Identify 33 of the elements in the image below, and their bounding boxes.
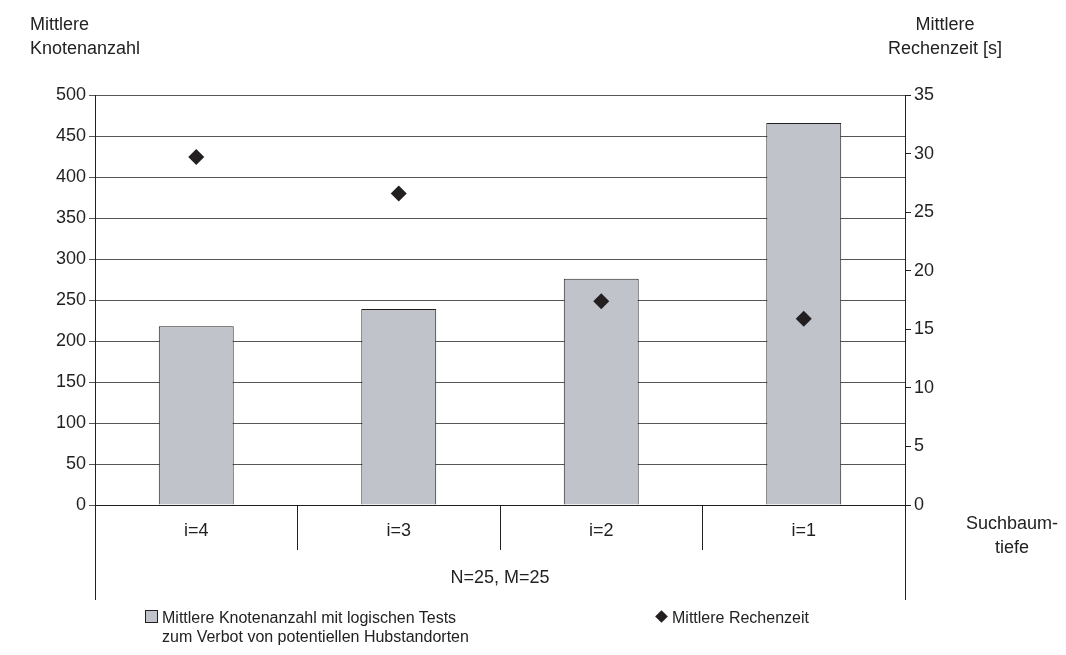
y-tick-label: 450 [55,124,86,145]
text: N=25, M=25 [450,566,550,587]
y2-tick-label: 25 [914,201,935,222]
x-tick-label: i=2 [588,519,614,540]
y-tick-label: 0 [75,493,86,514]
point [390,185,407,202]
y-tick-label: 250 [55,288,86,309]
y2-tick-label: 15 [914,318,935,339]
y-tick-label: 350 [55,206,86,227]
y-axis-title: Mittlere Knotenanzahl [30,13,142,60]
x-tick-label: i=3 [386,519,412,540]
point [188,149,205,166]
y2-tick-label: 10 [914,376,935,397]
x-tick-label: i=4 [183,519,209,540]
y2-tick-label: 30 [914,142,935,163]
legend-label: Mittlere Knotenanzahl mit logischen Tests zum Verbot von potentiellen Hubstandorten [162,608,470,646]
legend-label: Mittlere Rechenzeit [672,608,809,627]
y-tick-label: 50 [65,452,86,473]
y2-tick-label: 0 [914,493,925,514]
y-tick-label: 200 [55,329,86,350]
y-tick-label: 500 [55,83,86,104]
point [593,293,610,310]
y2-tick-label: 35 [914,83,935,104]
y-tick-label: 150 [55,370,86,391]
y-tick-label: 400 [55,165,86,186]
y-tick-label: 300 [55,247,86,268]
x-axis-title: Suchbaum-tiefe [964,512,1060,559]
y-tick-label: 100 [55,411,86,432]
y2-axis-title: Mittlere Rechenzeit [s] [886,13,1004,60]
point [795,310,812,327]
x-tick-label: i=1 [791,519,817,540]
y2-tick-label: 20 [914,259,935,280]
y2-tick-label: 5 [914,435,925,456]
